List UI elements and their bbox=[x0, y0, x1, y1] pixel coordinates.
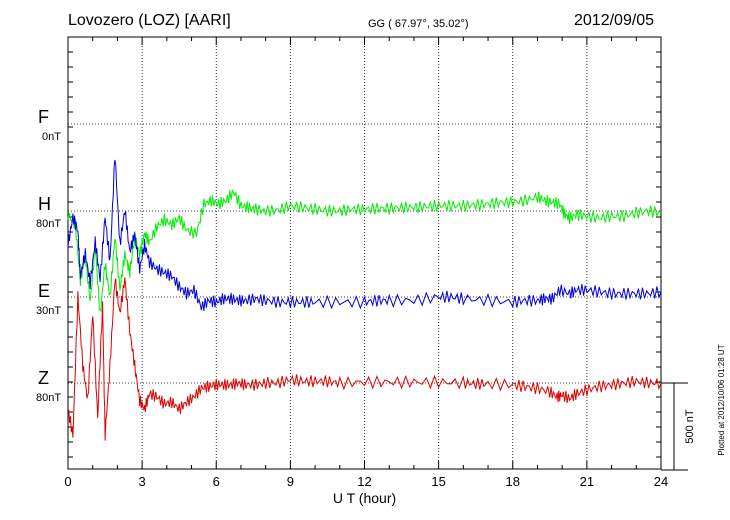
scale-bar: 500 nT bbox=[661, 382, 696, 471]
channel-h-label: H bbox=[38, 194, 51, 214]
scale-bar-label: 500 nT bbox=[684, 409, 696, 444]
x-tick-label: 18 bbox=[506, 474, 520, 489]
channel-f-label: F bbox=[38, 107, 49, 127]
x-tick-label: 9 bbox=[287, 474, 294, 489]
series-z-line bbox=[67, 277, 662, 441]
x-tick-label: 24 bbox=[654, 474, 668, 489]
x-tick-label: 3 bbox=[139, 474, 146, 489]
series-traces bbox=[67, 159, 662, 441]
channel-z-offset: 80nT bbox=[36, 392, 62, 404]
x-axis-label: U T (hour) bbox=[333, 490, 396, 506]
series-h-line bbox=[67, 189, 662, 312]
x-tick-label: 21 bbox=[580, 474, 594, 489]
channel-f-offset: 0nT bbox=[42, 131, 61, 143]
grid-lines bbox=[68, 37, 661, 469]
x-axis-ticks: 0 3 6 9 12 15 18 21 24 bbox=[64, 37, 668, 489]
channel-e-label: E bbox=[38, 281, 51, 301]
station-title: Lovozero (LOZ) [AARI] bbox=[68, 12, 231, 29]
series-e-line bbox=[67, 159, 662, 311]
x-tick-label: 12 bbox=[357, 474, 371, 489]
station-coordinates: GG ( 67.97°, 35.02°) bbox=[368, 18, 469, 30]
x-tick-label: 15 bbox=[431, 474, 445, 489]
channel-z-label: Z bbox=[38, 368, 49, 388]
x-tick-label: 0 bbox=[64, 474, 71, 489]
plot-date: 2012/09/05 bbox=[574, 12, 655, 29]
plotted-timestamp: Plotted at 2012/10/06 01:28 UT bbox=[717, 344, 726, 455]
x-tick-label: 6 bbox=[213, 474, 220, 489]
channel-h-offset: 80nT bbox=[36, 218, 62, 230]
channel-e-offset: 30nT bbox=[36, 305, 62, 317]
